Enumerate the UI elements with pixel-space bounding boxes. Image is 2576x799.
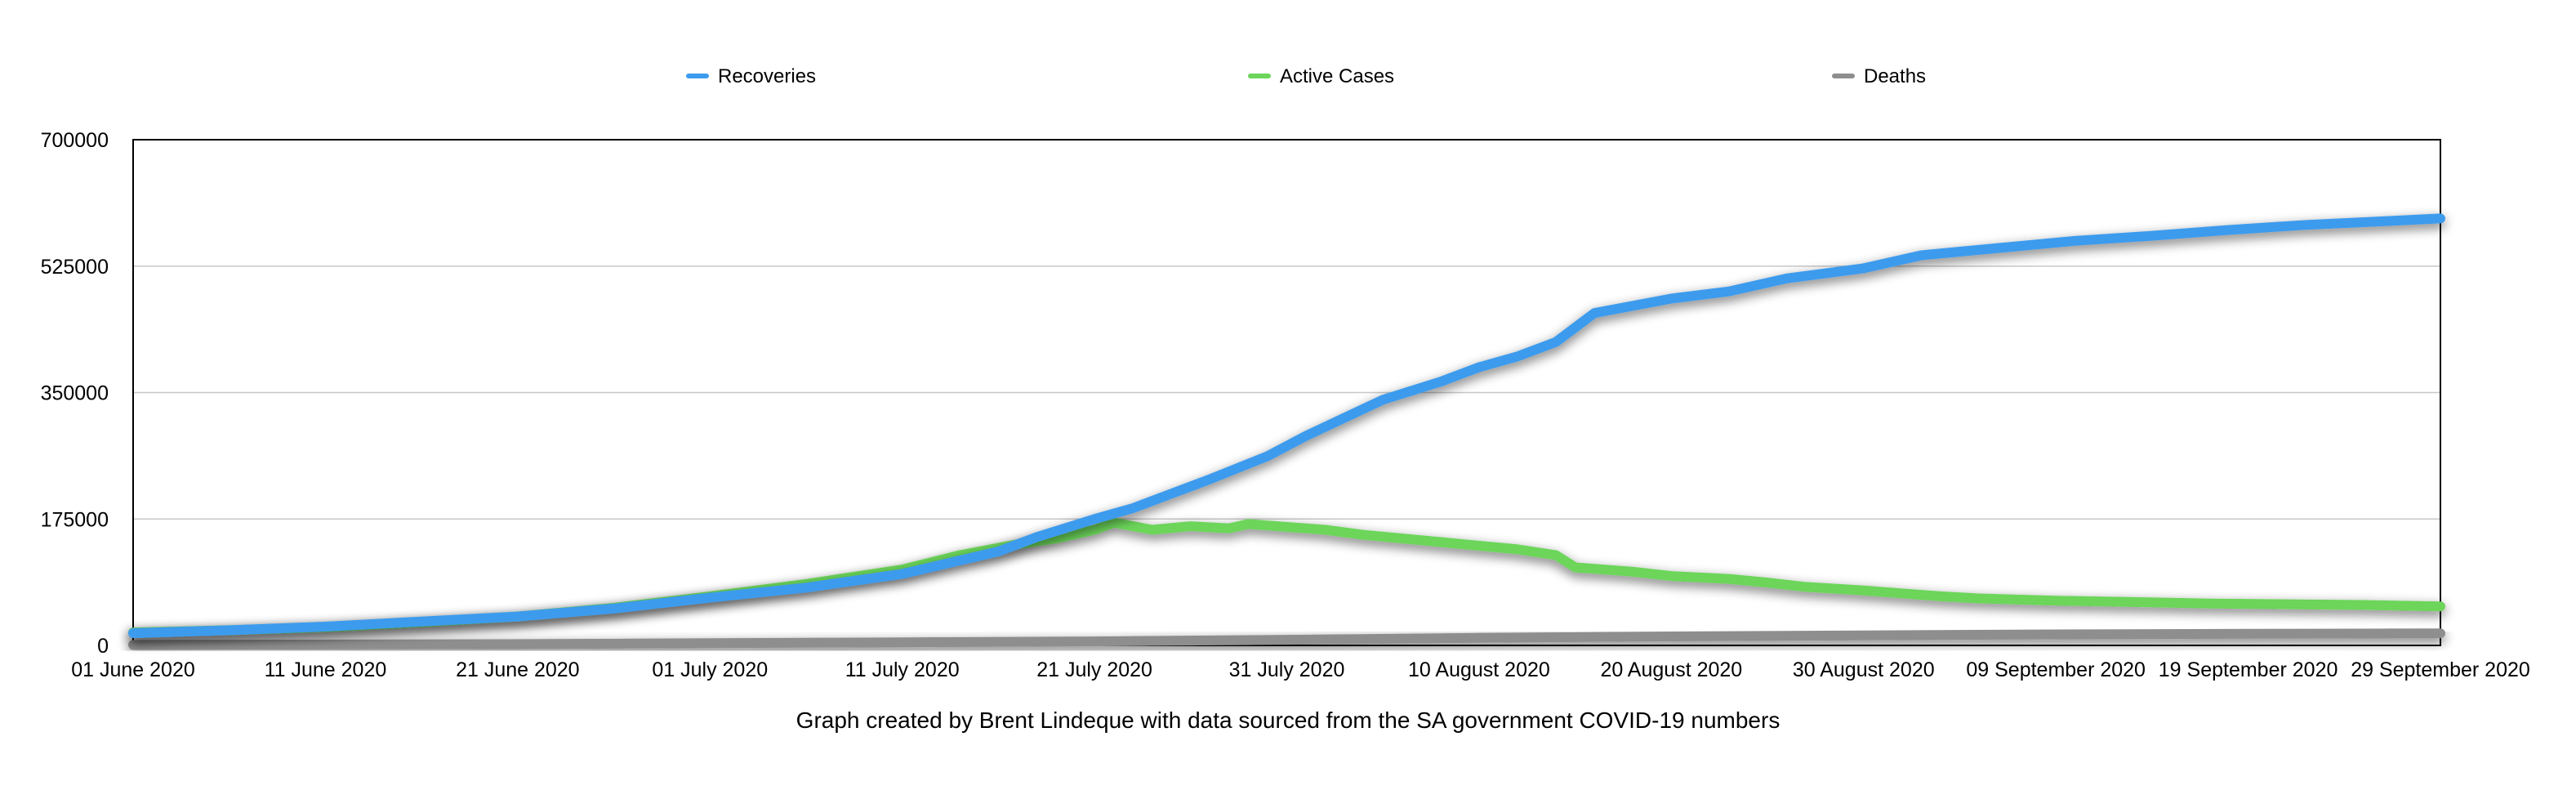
x-tick-label: 31 July 2020 xyxy=(1229,658,1345,681)
y-axis: 700000 525000 350000 175000 0 xyxy=(41,129,109,658)
legend-item-recoveries: Recoveries xyxy=(686,65,816,87)
legend-item-active-cases: Active Cases xyxy=(1248,65,1394,87)
x-tick-label: 20 August 2020 xyxy=(1600,658,1742,681)
x-tick-label: 30 August 2020 xyxy=(1793,658,1935,681)
x-tick-label: 01 July 2020 xyxy=(652,658,768,681)
y-tick-label: 350000 xyxy=(41,382,109,405)
y-tick-label: 525000 xyxy=(41,256,109,279)
x-tick-label: 10 August 2020 xyxy=(1408,658,1550,681)
x-tick-label: 19 September 2020 xyxy=(2159,658,2338,681)
series-line-deaths xyxy=(128,628,2445,650)
x-tick-label: 21 June 2020 xyxy=(456,658,580,681)
legend: Recoveries Active Cases Deaths xyxy=(686,65,1926,87)
x-tick-label: 11 July 2020 xyxy=(845,658,960,681)
plot-area-frame xyxy=(132,139,2441,646)
y-tick-label: 175000 xyxy=(41,508,109,531)
x-tick-label: 11 June 2020 xyxy=(265,658,387,681)
chart-caption: Graph created by Brent Lindeque with dat… xyxy=(796,707,1780,733)
x-tick-label: 29 September 2020 xyxy=(2351,658,2530,681)
series-line-recoveries xyxy=(128,213,2445,638)
x-axis: 01 June 2020 11 June 2020 21 June 2020 01 J… xyxy=(71,658,2530,681)
y-tick-label: 700000 xyxy=(41,129,109,152)
x-tick-label: 21 July 2020 xyxy=(1036,658,1152,681)
legend-label: Recoveries xyxy=(718,65,816,87)
x-tick-label: 09 September 2020 xyxy=(1966,658,2146,681)
y-tick-label: 0 xyxy=(97,635,109,658)
legend-label: Active Cases xyxy=(1280,65,1394,87)
grid-lines xyxy=(133,266,2440,520)
legend-item-deaths: Deaths xyxy=(1832,65,1926,87)
x-tick-label: 01 June 2020 xyxy=(71,658,195,681)
legend-label: Deaths xyxy=(1864,65,1926,87)
series-layer xyxy=(128,213,2445,650)
